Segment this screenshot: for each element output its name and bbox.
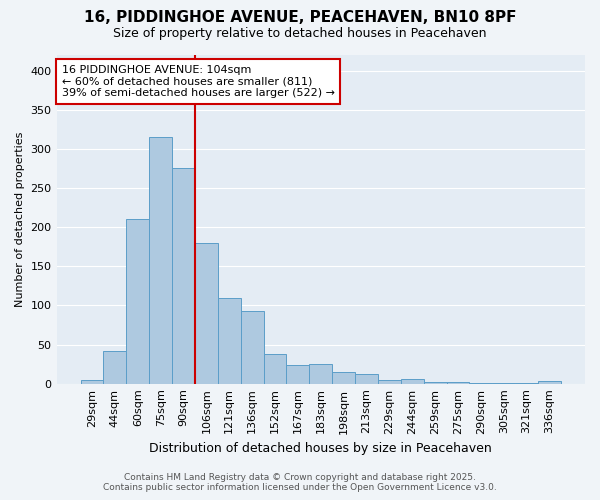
Bar	[80, 380, 103, 384]
Bar	[469, 383, 493, 384]
Y-axis label: Number of detached properties: Number of detached properties	[15, 132, 25, 307]
Bar	[310, 364, 332, 384]
Text: 16 PIDDINGHOE AVENUE: 104sqm
← 60% of detached houses are smaller (811)
39% of s: 16 PIDDINGHOE AVENUE: 104sqm ← 60% of de…	[62, 65, 335, 98]
Bar	[401, 379, 424, 384]
Text: 16, PIDDINGHOE AVENUE, PEACEHAVEN, BN10 8PF: 16, PIDDINGHOE AVENUE, PEACEHAVEN, BN10 …	[84, 10, 516, 25]
Bar	[424, 382, 446, 384]
Bar	[195, 243, 218, 384]
Bar	[241, 311, 263, 384]
X-axis label: Distribution of detached houses by size in Peacehaven: Distribution of detached houses by size …	[149, 442, 492, 455]
Bar	[515, 383, 538, 384]
Bar	[446, 382, 469, 384]
Bar	[286, 365, 310, 384]
Bar	[493, 383, 515, 384]
Bar	[355, 374, 378, 384]
Bar	[332, 372, 355, 384]
Bar	[172, 168, 195, 384]
Bar	[149, 137, 172, 384]
Bar	[538, 382, 561, 384]
Bar	[263, 354, 286, 384]
Text: Contains HM Land Registry data © Crown copyright and database right 2025.
Contai: Contains HM Land Registry data © Crown c…	[103, 473, 497, 492]
Bar	[218, 298, 241, 384]
Bar	[103, 351, 127, 384]
Bar	[378, 380, 401, 384]
Bar	[127, 218, 149, 384]
Text: Size of property relative to detached houses in Peacehaven: Size of property relative to detached ho…	[113, 28, 487, 40]
